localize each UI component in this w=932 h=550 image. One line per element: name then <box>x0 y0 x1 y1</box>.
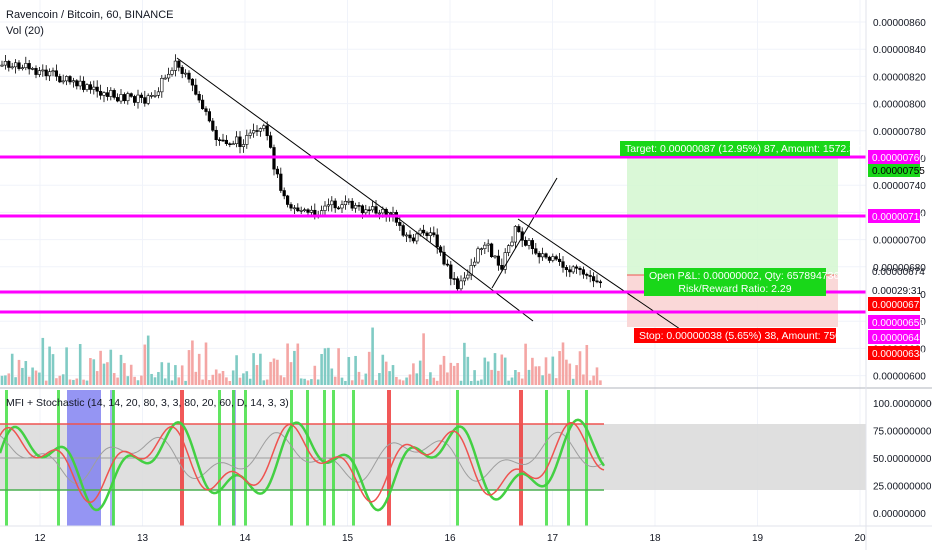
time-tick-label: 12 <box>34 533 46 544</box>
price-tick-label: 0.00000820 <box>873 72 926 83</box>
svg-text:0.00000716: 0.00000716 <box>872 212 925 223</box>
downtrend-line-upper[interactable] <box>176 57 393 216</box>
osc-tick-label: 0.00000000 <box>873 509 926 520</box>
oscillator-axis[interactable]: 100.00000000 75.00000000 50.00000000 25.000… <box>873 399 932 520</box>
stoch-k-line <box>0 418 606 512</box>
tag-634: 0.00000634 <box>868 346 925 360</box>
symbol-title[interactable]: Ravencoin / Bitcoin, 60, BINANCE <box>6 9 174 21</box>
svg-text:Open P&L: 0.00000002, Qty: 657: Open P&L: 0.00000002, Qty: 657894736 <box>649 270 839 282</box>
osc-tick-label: 25.00000000 <box>873 482 932 493</box>
svg-text:0.00000659: 0.00000659 <box>872 318 925 329</box>
price-tick-label: 0.00000700 <box>873 236 926 247</box>
price-tick-label: 0.00000680 <box>873 263 926 274</box>
time-tick-label: 15 <box>342 533 354 544</box>
time-tick-label: 19 <box>752 533 764 544</box>
svg-text:Risk/Reward Ratio: 2.29: Risk/Reward Ratio: 2.29 <box>678 283 791 295</box>
tag-current: 0.000 29:31 <box>868 284 922 298</box>
svg-text:0.00000672: 0.00000672 <box>872 300 925 311</box>
volume-bars <box>0 327 602 385</box>
osc-tick-label: 50.00000000 <box>873 454 932 465</box>
oscillator-pane[interactable] <box>0 387 932 526</box>
time-tick-label: 20 <box>854 533 866 544</box>
time-tick-label: 13 <box>137 533 149 544</box>
mfi-line <box>0 431 605 484</box>
svg-text:Stop: 0.00000038 (5.65%) 38, A: Stop: 0.00000038 (5.65%) 38, Amount: 750 <box>639 330 841 342</box>
time-tick-label: 18 <box>649 533 661 544</box>
tag-674: 0.00000674 <box>872 267 925 278</box>
tag-645: 0.00000645 <box>868 330 925 344</box>
price-tick-label: 0.00000840 <box>873 45 926 56</box>
stoch-d-line <box>0 421 605 504</box>
time-tick-label: 17 <box>547 533 559 544</box>
svg-text:0.00000645: 0.00000645 <box>872 333 925 344</box>
drawings[interactable] <box>176 57 681 330</box>
tag-716: 0.00000716 <box>868 209 925 223</box>
downtrend-line-lower[interactable] <box>389 211 534 322</box>
price-tick-label: 0.00000740 <box>873 181 926 192</box>
pnl-label[interactable]: Open P&L: 0.00000002, Qty: 657894736 Ris… <box>644 268 839 296</box>
price-tick-label: 0.00000780 <box>873 127 926 138</box>
osc-tick-label: 100.00000000 <box>873 399 932 410</box>
time-axis[interactable]: 12 13 14 15 16 17 18 19 20 <box>0 525 932 544</box>
breakout-line[interactable] <box>491 177 558 289</box>
svg-text:0.00000760: 0.00000760 <box>872 153 925 164</box>
svg-text:0.00000634: 0.00000634 <box>872 349 925 360</box>
price-candles <box>0 54 602 292</box>
time-tick-label: 14 <box>239 533 251 544</box>
osc-tick-label: 75.00000000 <box>873 427 932 438</box>
tag-659: 0.00000659 <box>868 315 925 329</box>
indicator-legend[interactable]: MFI + Stochastic (14, 14, 20, 80, 3, 3, … <box>6 397 289 409</box>
svg-text:0.00000674: 0.00000674 <box>872 267 925 278</box>
price-tags: 0.00000760 0.00000755 0.00000716 0.00000… <box>868 150 925 360</box>
svg-text:Target: 0.00000087 (12.95%) 87: Target: 0.00000087 (12.95%) 87, Amount: … <box>625 143 861 155</box>
price-tick-label: 0.00000800 <box>873 100 926 111</box>
stop-label[interactable]: Stop: 0.00000038 (5.65%) 38, Amount: 750 <box>634 328 841 343</box>
time-tick-label: 16 <box>444 533 456 544</box>
target-label[interactable]: Target: 0.00000087 (12.95%) 87, Amount: … <box>620 141 861 156</box>
volume-legend[interactable]: Vol (20) <box>6 25 44 37</box>
price-tick-label: 0.00000860 <box>873 18 926 29</box>
tag-760: 0.00000760 <box>868 150 925 164</box>
tag-755: 0.00000755 <box>868 164 925 177</box>
tag-672: 0.00000672 <box>868 297 925 311</box>
svg-text:0.000: 0.000 <box>872 286 897 297</box>
svg-text:0.00000755: 0.00000755 <box>872 166 925 177</box>
svg-text:29:31: 29:31 <box>897 286 922 297</box>
price-tick-label: 0.00000600 <box>873 372 926 383</box>
